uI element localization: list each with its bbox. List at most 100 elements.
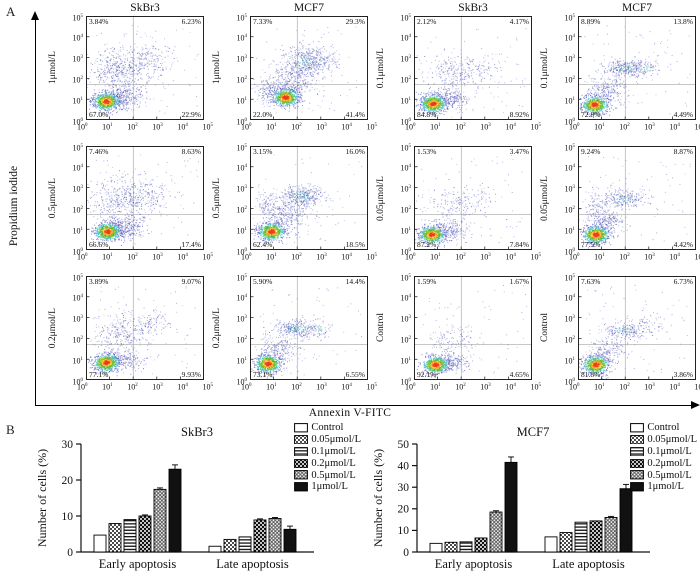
x-tick-label: 101: [594, 252, 605, 262]
flow-plot-row-label-text: Control: [540, 313, 550, 343]
y-tick-label: 102: [72, 75, 83, 85]
y-tick-label: 104: [236, 33, 247, 43]
legend-label: 0.5μmol/L: [311, 469, 356, 481]
flow-plot-y-ticks: 105 104 103 102 101 100: [552, 143, 576, 256]
y-tick-label: 101: [400, 226, 411, 236]
bar-control-late: [544, 536, 558, 553]
bar-0.1-mol-l-late: [574, 521, 588, 553]
annexin-axis-arrowhead-icon: [691, 401, 700, 409]
bar-chart-mcf7-plot: 0 10 20 30 40 50 Number of cells (%) MCF7 Early …: [371, 425, 650, 571]
legend-swatch: [294, 446, 309, 457]
quadrant-percent-lower-left: 67.0%: [89, 110, 109, 119]
quadrant-percent-upper-right: 1.67%: [509, 277, 529, 286]
flow-scatter-canvas: [578, 146, 696, 250]
legend-swatch: [294, 482, 309, 492]
flow-scatter-canvas: [86, 146, 204, 250]
flow-plot-grid: 1μmol/L 105 104 103 102 101 100 3.84% 6.23% 67.0%…: [46, 13, 700, 406]
category-label: Early apoptosis: [435, 557, 513, 571]
flow-plot-y-ticks: 105 104 103 102 101 100: [60, 273, 84, 386]
x-tick-label: 104: [669, 122, 680, 132]
legend-swatch: [294, 470, 309, 480]
x-tick-label: 101: [594, 382, 605, 392]
x-tick-label: 100: [569, 382, 580, 392]
y-tick-label: 20: [62, 475, 74, 487]
y-tick-label: 104: [400, 163, 411, 173]
legend-label: Control: [647, 422, 680, 434]
x-tick-label: 101: [430, 382, 441, 392]
bar-1-mol-l-early: [504, 461, 518, 553]
y-tick-label: 100: [236, 247, 247, 257]
flow-plot-mcf7-0.2-mol-l: 0.2μmol/L 105 104 103 102 101 100 5.90% 14.4% 73.…: [212, 273, 377, 394]
chart-title: MCF7: [517, 425, 550, 439]
x-tick-label: 100: [405, 382, 416, 392]
bar-0.5-mol-l-late: [268, 518, 282, 553]
quadrant-percent-lower-right: 41.4%: [345, 110, 365, 119]
x-tick-label: 103: [152, 122, 163, 132]
flow-plot-area: 7.63% 6.73% 81.8% 3.86%: [578, 276, 696, 380]
flow-plot-row-label-text: 0.05μmol/L: [540, 175, 550, 221]
y-tick-label: 30: [398, 482, 410, 494]
flow-plot-area: 1.53% 3.47% 87.2% 7.84%: [414, 146, 532, 250]
x-tick-label: 101: [594, 122, 605, 132]
bar-1-mol-l-late: [619, 488, 633, 553]
flow-plot-y-ticks: 105 104 103 102 101 100: [60, 13, 84, 126]
flow-plot-row-label: 0.1μmol/L: [374, 16, 388, 120]
pi-axis-arrowhead-icon: [31, 11, 39, 20]
y-tick-label: 102: [564, 335, 575, 345]
y-tick-label: 101: [72, 226, 83, 236]
x-tick-label: 103: [480, 252, 491, 262]
y-tick-label: 105: [72, 273, 83, 283]
x-tick-label: 100: [77, 382, 88, 392]
bar-chart-skbr3-plot: 0 10 20 30 Number of cells (%) SkBr3 Early apo…: [35, 425, 314, 571]
column-title-mcf7-1: MCF7: [293, 2, 325, 14]
flow-plot-area: 9.24% 8.87% 77.5% 4.42%: [578, 146, 696, 250]
flow-plot-area: 5.90% 14.4% 73.1% 6.55%: [250, 276, 368, 380]
y-tick-label: 104: [72, 293, 83, 303]
legend-item-0.5-mol-l: 0.5μmol/L: [630, 469, 697, 481]
bar-control-early: [93, 534, 107, 553]
flow-plot-y-ticks: 105 104 103 102 101 100: [224, 13, 248, 126]
category-label: Late apoptosis: [216, 557, 289, 571]
x-tick-label: 105: [694, 252, 700, 262]
x-tick-label: 102: [127, 122, 138, 132]
quadrant-percent-lower-right: 4.49%: [673, 110, 693, 119]
y-tick-label: 0: [67, 547, 73, 559]
x-tick-label: 103: [644, 122, 655, 132]
legend-swatch: [630, 446, 645, 457]
flow-plot-row-label: 0.5μmol/L: [210, 146, 224, 250]
y-axis-label: Number of cells (%): [371, 449, 385, 547]
legend-label: 0.5μmol/L: [647, 469, 692, 481]
x-tick-label: 100: [569, 252, 580, 262]
x-tick-label: 105: [366, 252, 377, 262]
panel-a-flow-cytometry: A Propidium iodide Annexin V-FITC SkBr3 …: [6, 2, 700, 419]
x-tick-label: 104: [669, 382, 680, 392]
quadrant-percent-upper-left: 7.33%: [253, 17, 273, 26]
x-tick-label: 103: [644, 252, 655, 262]
y-tick-label: 104: [236, 293, 247, 303]
x-tick-label: 100: [241, 252, 252, 262]
category-label: Early apoptosis: [99, 557, 177, 571]
legend-swatch: [630, 482, 645, 492]
x-tick-label: 100: [241, 382, 252, 392]
flow-plot-row-label: 0.2μmol/L: [46, 276, 60, 380]
flow-scatter-canvas: [578, 16, 696, 120]
bar-0.05-mol-l-early: [108, 523, 122, 553]
x-tick-label: 102: [455, 252, 466, 262]
flow-plot-y-ticks: 105 104 103 102 101 100: [224, 273, 248, 386]
panel-b-label: B: [6, 422, 15, 437]
x-tick-label: 102: [127, 252, 138, 262]
flow-plot-y-ticks: 105 104 103 102 101 100: [388, 143, 412, 256]
flow-plot-mcf7-0.1-mol-l: 0.1μmol/L 105 104 103 102 101 100 8.89% 13.8% 72.…: [540, 13, 700, 134]
flow-plot-x-ticks: 100 101 102 103 104 105: [77, 251, 213, 262]
quadrant-percent-upper-right: 6.23%: [181, 17, 201, 26]
y-tick-label: 103: [236, 54, 247, 64]
x-tick-label: 100: [405, 252, 416, 262]
quadrant-percent-upper-left: 5.90%: [253, 277, 273, 286]
x-tick-label: 101: [102, 122, 113, 132]
legend-item-control: Control: [294, 422, 361, 434]
flow-plot-y-ticks: 105 104 103 102 101 100: [552, 13, 576, 126]
legend-label: 0.1μmol/L: [647, 445, 692, 457]
category-label: Late apoptosis: [552, 557, 625, 571]
x-tick-label: 103: [316, 252, 327, 262]
y-tick-label: 100: [72, 117, 83, 127]
